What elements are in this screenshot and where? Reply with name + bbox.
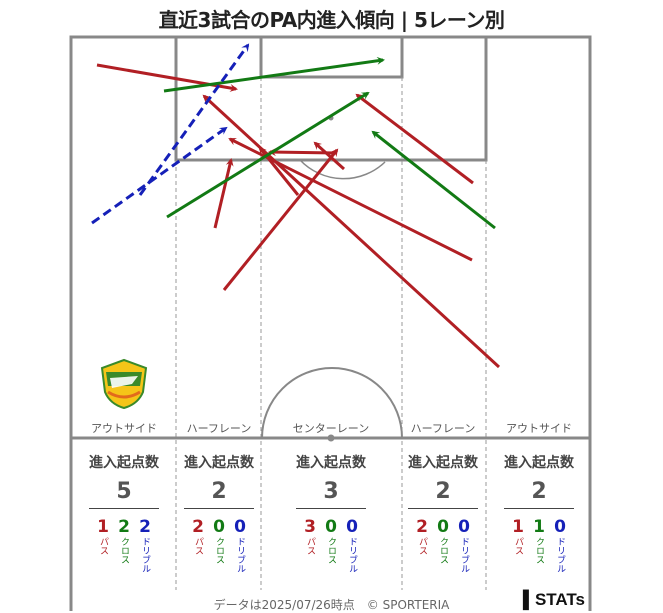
pass-count: 2 パス [416,517,428,555]
goal-area [259,35,404,79]
stat-header: 進入起点数 [408,455,478,471]
lane-stat-column: 進入起点数 2 2 パス 0 クロス 0 ドリブル [169,452,269,573]
stat-total: 5 [116,479,132,504]
lane-stat-column: 進入起点数 2 2 パス 0 クロス 0 ドリブル [393,452,493,573]
dribble-arrow [91,126,228,225]
stat-divider [296,508,366,509]
stat-divider [504,508,574,509]
stat-total: 2 [531,479,547,504]
page-title: 直近3試合のPA内進入傾向 | 5レーン別 [158,8,505,32]
cross-count: 0 クロス [437,517,449,564]
dribble-count: 0 ドリブル [346,517,358,573]
cross-count: 0 クロス [325,517,337,564]
lane-name-half-left: ハーフレーン [186,422,252,435]
pass-count: 2 パス [192,517,204,555]
pass-arrow [96,63,238,92]
pass-arrow [268,148,337,157]
center-circle [261,367,403,439]
cross-arrow [163,56,385,93]
lane-stat-column: 進入起点数 5 1 パス 2 クロス 2 ドリブル [74,452,174,573]
stat-header: 進入起点数 [89,455,159,471]
dribble-arrow [138,43,250,196]
lane-stat-column: 進入起点数 2 1 パス 1 クロス 0 ドリブル [489,452,589,573]
cross-count: 0 クロス [213,517,225,564]
stat-divider [89,508,159,509]
pass-arrow [213,158,234,229]
lane-name-center: センターレーン [292,422,370,435]
penalty-arc [299,159,386,180]
dribble-count: 0 ドリブル [458,517,470,573]
pass-arrow [313,141,346,171]
stat-breakdown: 2 パス 0 クロス 0 ドリブル [169,517,269,573]
pass-arrow [355,93,474,185]
stat-divider [408,508,478,509]
stat-total: 2 [211,479,227,504]
stat-header: 進入起点数 [184,455,254,471]
stats-logo: ▌STATs [522,590,585,609]
cross-count: 2 クロス [118,517,130,564]
cross-count: 1 クロス [533,517,545,564]
penalty-area [174,35,488,162]
pass-count: 3 パス [304,517,316,555]
stat-breakdown: 1 パス 2 クロス 2 ドリブル [74,517,174,573]
cross-arrow [166,91,370,219]
pass-arrow [202,94,501,369]
dribble-count: 0 ドリブル [554,517,566,573]
lane-name-outside-right: アウトサイド [506,422,572,435]
stat-divider [184,508,254,509]
stat-breakdown: 1 パス 1 クロス 0 ドリブル [489,517,589,573]
lane-name-half-right: ハーフレーン [410,422,476,435]
stat-header: 進入起点数 [296,455,366,471]
cross-arrow [371,130,496,230]
lane-name-outside-left: アウトサイド [91,422,157,435]
stat-breakdown: 3 パス 0 クロス 0 ドリブル [281,517,381,573]
stat-total: 3 [323,479,339,504]
stat-breakdown: 2 パス 0 クロス 0 ドリブル [393,517,493,573]
lane-stat-column: 進入起点数 3 3 パス 0 クロス 0 ドリブル [281,452,381,573]
pass-arrow [222,148,339,291]
stat-total: 2 [435,479,451,504]
pass-count: 1 パス [512,517,524,555]
center-spot [327,434,335,442]
dribble-count: 2 ドリブル [139,517,151,573]
pass-count: 1 パス [97,517,109,555]
dribble-count: 0 ドリブル [234,517,246,573]
footer-note: データは2025/07/26時点 © SPORTERIA [213,598,450,612]
arrow-layer [91,43,501,369]
club-badge [100,358,148,410]
stat-header: 進入起点数 [504,455,574,471]
